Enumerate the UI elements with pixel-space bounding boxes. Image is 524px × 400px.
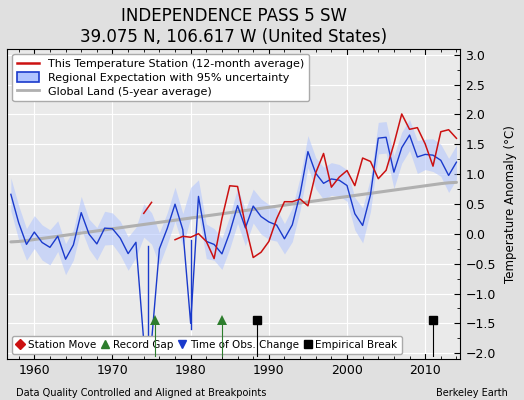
Text: Berkeley Earth: Berkeley Earth <box>436 388 508 398</box>
Y-axis label: Temperature Anomaly (°C): Temperature Anomaly (°C) <box>504 125 517 283</box>
Text: Data Quality Controlled and Aligned at Breakpoints: Data Quality Controlled and Aligned at B… <box>16 388 266 398</box>
Title: INDEPENDENCE PASS 5 SW
39.075 N, 106.617 W (United States): INDEPENDENCE PASS 5 SW 39.075 N, 106.617… <box>80 7 387 46</box>
Legend: Station Move, Record Gap, Time of Obs. Change, Empirical Break: Station Move, Record Gap, Time of Obs. C… <box>12 336 402 354</box>
